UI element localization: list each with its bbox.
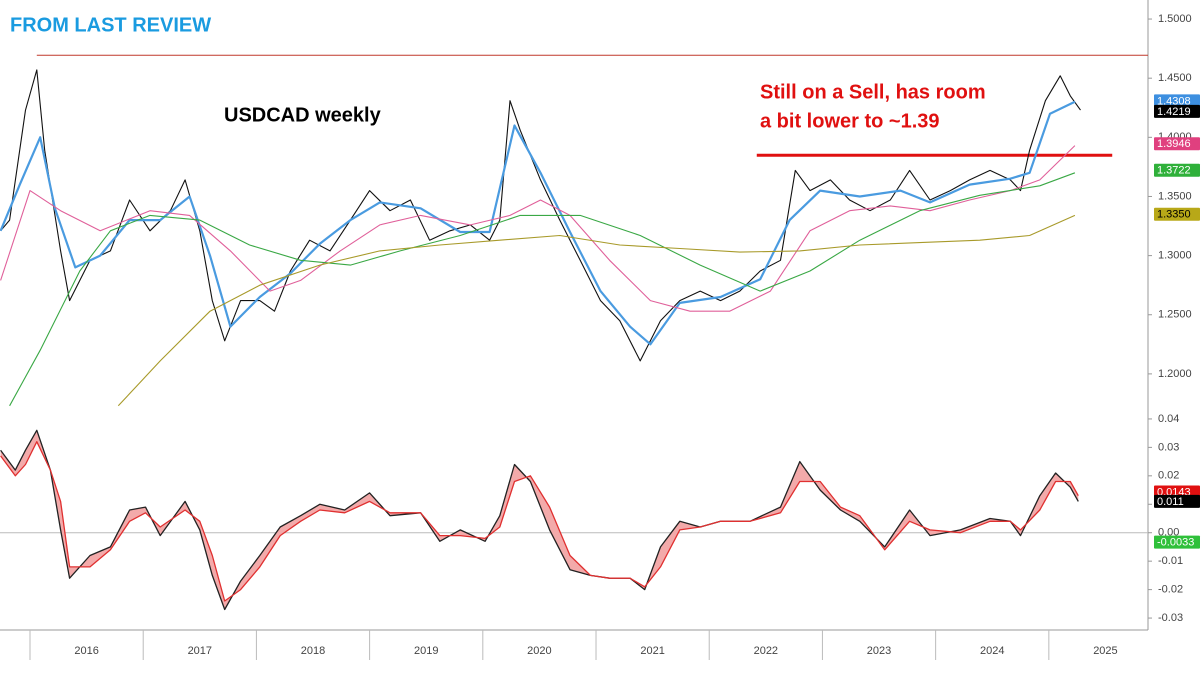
x-tick-label: 2024: [980, 645, 1004, 657]
series-line: [9, 172, 1076, 407]
y-tick-label: 1.3000: [1158, 250, 1192, 262]
y-tick-label: 0.03: [1158, 441, 1179, 453]
value-tag-label: 1.3946: [1157, 138, 1191, 150]
x-tick-label: 2017: [188, 645, 212, 657]
value-tag-label: 1.4308: [1157, 95, 1191, 107]
y-tick-label: 1.4500: [1158, 72, 1192, 84]
x-tick-label: 2020: [527, 645, 551, 657]
x-tick-label: 2023: [867, 645, 891, 657]
value-tag-label: 1.3350: [1157, 209, 1191, 221]
annotation: USDCAD weekly: [224, 104, 382, 126]
x-tick-label: 2019: [414, 645, 438, 657]
series-line: [0, 441, 1079, 602]
x-tick-label: 2021: [640, 645, 664, 657]
y-tick-label: 1.2500: [1158, 309, 1192, 321]
value-tag-label: 1.4219: [1157, 106, 1191, 118]
chart-title: FROM LAST REVIEW: [10, 14, 211, 36]
series-line: [117, 214, 1076, 407]
y-tick-label: 1.5000: [1158, 13, 1192, 25]
series-line: [0, 100, 1076, 346]
value-tag: [1154, 137, 1200, 151]
value-tag: [1154, 163, 1200, 177]
y-tick-label: 0.02: [1158, 470, 1179, 482]
y-tick-label: -0.02: [1158, 584, 1183, 596]
x-tick-label: 2016: [74, 645, 98, 657]
value-tag: [1154, 104, 1200, 118]
value-tag: [1154, 207, 1200, 221]
y-tick-label: -0.01: [1158, 555, 1183, 567]
y-tick-label: 0.04: [1158, 413, 1179, 425]
value-tag: [1154, 94, 1200, 108]
x-tick-label: 2025: [1093, 645, 1117, 657]
x-tick-label: 2022: [754, 645, 778, 657]
y-tick-label: 1.2000: [1158, 368, 1192, 380]
annotation: a bit lower to ~1.39: [760, 110, 940, 132]
series-line: [0, 429, 1079, 611]
value-tag: [1154, 535, 1200, 549]
value-tag-label: 1.3722: [1157, 165, 1191, 177]
series-line: [0, 145, 1076, 312]
annotation: Still on a Sell, has room: [760, 81, 986, 103]
x-tick-label: 2018: [301, 645, 325, 657]
y-tick-label: 1.3500: [1158, 190, 1192, 202]
value-tag-label: -0.0033: [1157, 537, 1194, 549]
value-tag: [1154, 494, 1200, 508]
value-tag-label: 0.011: [1157, 496, 1184, 508]
y-tick-label: -0.03: [1158, 612, 1183, 624]
